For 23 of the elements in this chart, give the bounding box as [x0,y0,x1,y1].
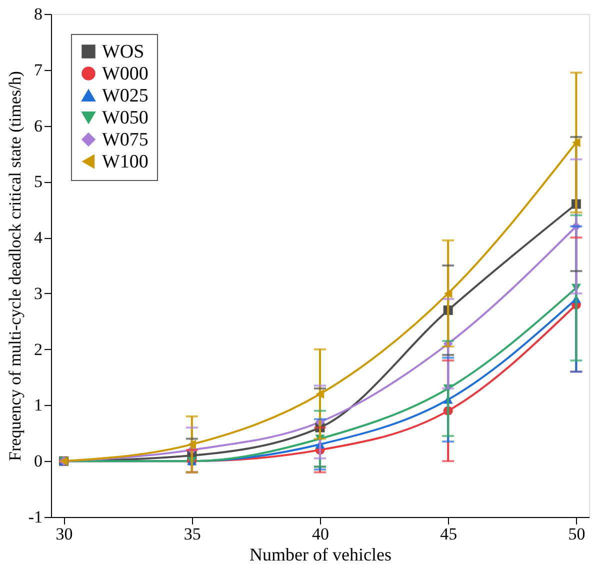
y-tick-label: -1 [28,508,42,526]
x-tick-label: 30 [56,524,73,544]
y-tick-label: 0 [34,452,42,471]
x-axis-title: Number of vehicles [250,544,392,564]
legend-label: W025 [102,86,148,106]
x-tick-label: 50 [568,524,586,544]
y-tick-label: 2 [34,340,42,359]
legend-label: W100 [102,152,148,172]
y-tick-label: 1 [34,396,42,415]
legend-label: W000 [102,64,148,84]
y-tick-label: 3 [34,284,42,303]
legend-label: W075 [102,130,148,150]
legend-label: WOS [102,42,144,62]
y-tick-label: 6 [34,116,42,136]
y-tick-label: 7 [34,60,43,80]
y-tick-label: 4 [34,228,43,248]
legend-label: W050 [102,108,148,128]
y-tick-label: 8 [34,4,42,24]
y-tick-label: 5 [34,172,42,192]
x-tick-label: 45 [440,524,458,544]
x-tick-label: 35 [184,524,201,544]
y-axis-title: Frequency of multi-cycle deadlock critical state (times/h) [5,71,24,461]
x-tick-label: 40 [312,524,329,544]
